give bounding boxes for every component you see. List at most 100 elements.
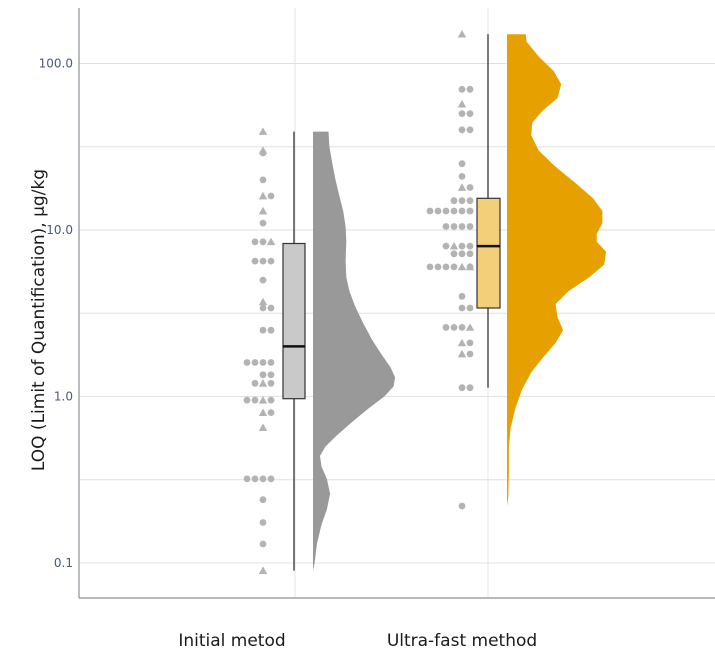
density-clouds bbox=[313, 34, 607, 571]
data-point-circle bbox=[251, 359, 259, 366]
y-tick-labels: 0.1 1.0 10.0 100.0 bbox=[39, 57, 73, 571]
data-point-circle bbox=[466, 304, 474, 312]
density-cloud bbox=[507, 34, 607, 506]
data-point-circle bbox=[243, 396, 251, 404]
data-point-triangle bbox=[258, 379, 268, 387]
data-point-circle bbox=[466, 110, 474, 117]
data-point-circle bbox=[442, 263, 450, 271]
data-point-circle bbox=[458, 197, 466, 205]
data-point-circle bbox=[458, 126, 466, 134]
data-point-circle bbox=[466, 242, 474, 250]
data-point-circle bbox=[442, 223, 450, 230]
data-point-circle bbox=[458, 173, 466, 180]
data-point-circle bbox=[251, 396, 259, 404]
data-point-circle bbox=[466, 263, 474, 271]
data-points bbox=[243, 30, 475, 574]
box-iqr bbox=[282, 242, 306, 400]
data-point-circle bbox=[243, 475, 251, 483]
data-point-circle bbox=[259, 238, 267, 246]
y-tick-label: 10.0 bbox=[46, 223, 73, 237]
data-point-circle bbox=[267, 304, 275, 312]
data-point-triangle bbox=[258, 566, 268, 574]
gridlines bbox=[79, 8, 715, 598]
data-point-circle bbox=[259, 176, 267, 184]
data-point-triangle bbox=[258, 206, 268, 215]
data-point-circle bbox=[450, 250, 458, 258]
data-point-circle bbox=[259, 219, 267, 227]
data-point-circle bbox=[466, 126, 474, 134]
data-point-circle bbox=[466, 184, 474, 191]
data-point-circle bbox=[259, 257, 267, 265]
data-point-triangle bbox=[457, 183, 467, 191]
data-point-circle bbox=[458, 110, 466, 117]
data-point-circle bbox=[259, 496, 267, 504]
data-point-circle bbox=[267, 379, 275, 387]
data-point-triangle bbox=[258, 191, 268, 200]
data-point-circle bbox=[442, 324, 450, 331]
data-point-circle bbox=[458, 223, 466, 230]
data-point-triangle bbox=[258, 297, 268, 306]
data-point-circle bbox=[466, 350, 474, 358]
data-point-circle bbox=[458, 250, 466, 258]
box-iqr bbox=[476, 197, 501, 309]
data-point-circle bbox=[251, 257, 259, 265]
x-category-labels: Initial metod Ultra-fast method bbox=[178, 631, 537, 651]
data-point-circle bbox=[458, 384, 466, 392]
data-point-circle bbox=[259, 519, 267, 526]
data-point-circle bbox=[259, 326, 267, 334]
density-cloud bbox=[313, 131, 396, 571]
data-point-circle bbox=[259, 540, 267, 548]
y-axis-title: LOQ (Limit of Quantification), µg/kg bbox=[29, 169, 49, 471]
data-point-circle bbox=[267, 192, 275, 200]
data-point-circle bbox=[466, 85, 474, 93]
y-tick-label: 100.0 bbox=[39, 57, 73, 71]
data-point-triangle bbox=[465, 323, 475, 331]
data-point-triangle bbox=[258, 396, 268, 404]
data-point-circle bbox=[267, 409, 275, 416]
data-point-triangle bbox=[457, 262, 467, 271]
data-point-circle bbox=[259, 304, 267, 312]
data-point-triangle bbox=[266, 237, 276, 246]
data-point-triangle bbox=[258, 423, 268, 431]
data-point-circle bbox=[458, 85, 466, 93]
data-point-circle bbox=[267, 326, 275, 334]
data-point-circle bbox=[458, 160, 466, 168]
axes bbox=[78, 8, 715, 599]
y-tick-label: 0.1 bbox=[54, 556, 73, 570]
data-point-circle bbox=[450, 207, 458, 215]
data-point-circle bbox=[458, 207, 466, 215]
data-point-triangle bbox=[457, 30, 467, 38]
data-point-circle bbox=[458, 292, 466, 300]
data-point-circle bbox=[434, 207, 442, 215]
data-point-circle bbox=[251, 238, 259, 246]
data-point-circle bbox=[450, 324, 458, 331]
x-category-label: Ultra-fast method bbox=[387, 631, 537, 651]
data-point-triangle bbox=[449, 241, 459, 250]
data-point-triangle bbox=[258, 127, 268, 135]
data-point-circle bbox=[426, 207, 434, 215]
data-point-circle bbox=[259, 149, 267, 157]
x-category-label: Initial metod bbox=[178, 631, 285, 651]
data-point-circle bbox=[450, 197, 458, 205]
data-point-circle bbox=[259, 359, 267, 366]
boxplots bbox=[282, 34, 501, 571]
data-point-circle bbox=[251, 379, 259, 387]
data-point-circle bbox=[466, 223, 474, 230]
data-point-circle bbox=[442, 207, 450, 215]
data-point-triangle bbox=[457, 338, 467, 347]
data-point-circle bbox=[267, 359, 275, 366]
data-point-circle bbox=[259, 371, 267, 379]
data-point-circle bbox=[466, 384, 474, 392]
data-point-circle bbox=[434, 263, 442, 271]
data-point-triangle bbox=[457, 349, 467, 358]
data-point-circle bbox=[466, 197, 474, 205]
data-point-circle bbox=[450, 223, 458, 230]
data-point-circle bbox=[442, 242, 450, 250]
data-point-circle bbox=[466, 339, 474, 347]
data-point-circle bbox=[267, 475, 275, 483]
data-point-circle bbox=[251, 475, 259, 483]
data-point-triangle bbox=[457, 99, 467, 108]
data-point-circle bbox=[267, 396, 275, 404]
data-point-circle bbox=[458, 502, 466, 510]
